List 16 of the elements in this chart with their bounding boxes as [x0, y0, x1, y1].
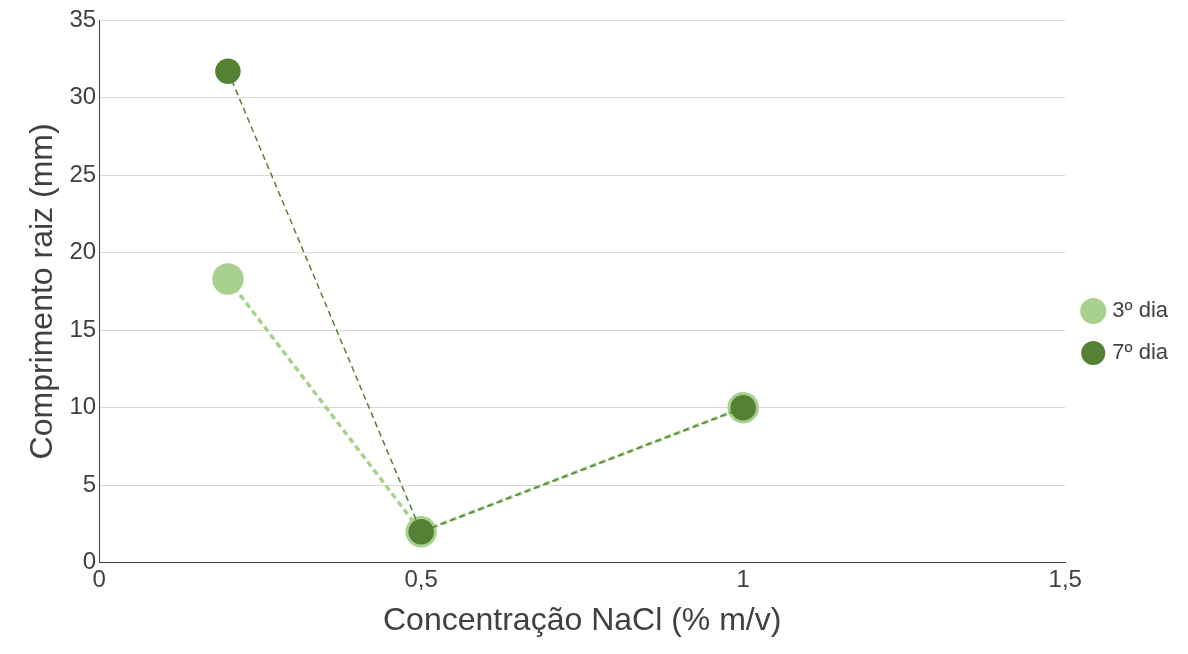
x-axis-title: Concentração NaCl (% m/v): [383, 600, 782, 637]
y-tick-label: 15: [69, 314, 97, 342]
point: [212, 263, 244, 295]
x-tick-label: 0,5: [404, 564, 438, 592]
y-tick-label: 10: [69, 392, 97, 420]
x-tick-label: 1,5: [1048, 564, 1082, 592]
y-tick-label: 5: [82, 469, 97, 497]
y-tick-label: 35: [69, 4, 97, 32]
y-tick-label: 25: [69, 159, 97, 187]
x-tick-label: 1: [736, 564, 750, 592]
point: [215, 58, 241, 84]
legend-label: 3º dia: [1112, 297, 1169, 323]
legend-label: 7º dia: [1112, 339, 1169, 365]
y-axis-title: Comprimento raiz (mm): [23, 123, 60, 460]
y-tick-label: 30: [69, 82, 97, 110]
y-tick-label: 20: [69, 237, 97, 265]
